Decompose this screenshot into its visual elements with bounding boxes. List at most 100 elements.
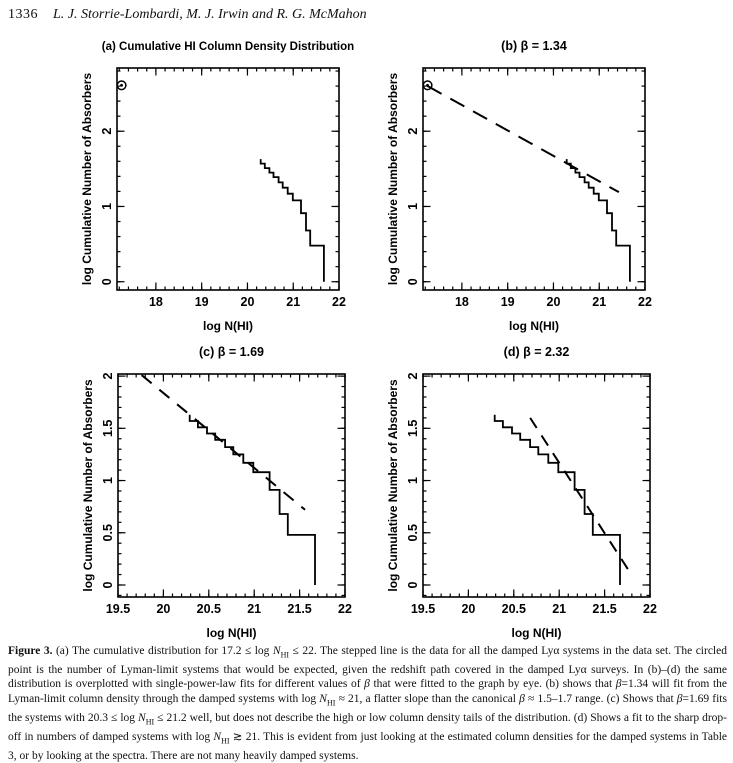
y-tick-label: 0 [100,278,114,285]
y-tick-label: 2 [101,373,115,380]
y-tick-label: 1.5 [101,420,115,437]
y-axis-label: log Cumulative Number of Absorbers [386,379,400,592]
caption-segment: HI [326,698,336,708]
x-tick-label: 21 [247,602,261,616]
x-tick-label: 19.5 [411,602,435,616]
panel-d-chart: 19.5 20 20.5 21 21.5 22 0 0.5 1 1.5 2 (d) β = 2.32 l… [386,345,657,640]
y-tick-label: 2 [406,128,420,135]
caption-segment: ≤ 21.2 well, but does not describe the h… [8,711,727,743]
step-curve [565,159,631,282]
x-tick-label: 22 [638,295,652,309]
plot-box [116,67,340,291]
caption-segment: ≈ 21, a flatter slope than the canonical [335,693,520,706]
panel-b-chart: 18 19 20 21 22 0 1 2 (b) β = 1.34 log N(HI) log Cu… [386,39,652,333]
x-axis-label: log N(HI) [512,626,562,640]
y-axis-label: log Cumulative Number of Absorbers [80,73,94,286]
plot-box [117,373,346,598]
figure-caption: Figure 3. (a) The cumulative distributio… [8,644,727,763]
x-tick-label: 18 [455,295,469,309]
axis-ticks [117,68,340,290]
caption-segment: β [519,693,525,706]
x-axis-label: log N(HI) [509,319,559,333]
y-tick-label: 0.5 [101,524,115,541]
caption-segment: (a) The cumulative distribution for 17.2… [52,645,273,657]
x-tick-label: 21 [286,295,300,309]
caption-segment: N [138,711,146,724]
y-tick-label: 1 [406,203,420,210]
power-law-fit-line [529,417,631,573]
x-tick-label: 18 [149,295,163,309]
panel-a-chart: 18 19 20 21 22 0 1 2 (a) Cumulative HI Column De… [80,41,354,333]
caption-segment: =1.34 will fit from the Lyman-limit colu… [8,678,728,706]
caption-segment: that were fitted to the graph by eye. (b… [369,678,616,691]
tick-labels: 18 19 20 21 22 0 1 2 [406,128,652,309]
y-tick-label: 0 [406,581,420,588]
x-tick-label: 21.5 [287,602,311,616]
y-tick-label: 0.5 [406,524,420,541]
step-curve [259,159,325,282]
panel-title: (d) β = 2.32 [504,345,570,359]
caption-segment: HI [145,717,155,727]
y-tick-label: 0 [406,278,420,285]
running-title: L. J. Storrie-Lombardi, M. J. Irwin and … [53,7,367,22]
y-tick-label: 2 [406,373,420,380]
x-tick-label: 21 [592,295,606,309]
tick-labels: 19.5 20 20.5 21 21.5 22 0 0.5 1 1.5 2 [101,373,352,616]
caption-segment: N [319,693,327,706]
y-axis-label: log Cumulative Number of Absorbers [386,73,400,286]
power-law-fit-line [427,85,620,194]
caption-segment: HI [280,650,290,660]
lyman-limit-point-dot [426,83,429,87]
page-number: 1336 [8,7,38,22]
x-axis-label: log N(HI) [207,626,257,640]
step-curve [188,414,316,585]
panel-title: (a) Cumulative HI Column Density Distrib… [102,41,354,53]
caption-segment: HI [221,736,230,746]
caption-segment: ≤ 22. The stepped line is the data for a… [8,645,727,691]
y-tick-label: 1.5 [406,420,420,437]
y-axis-label: log Cumulative Number of Absorbers [81,379,95,592]
caption-segment: β [615,678,622,691]
caption-segment: =1.69 fits the systems with 20.3 ≤ log [8,693,727,724]
plot-box [422,67,646,291]
x-tick-label: 20 [547,295,561,309]
step-curve [493,414,621,585]
x-tick-label: 21.5 [592,602,616,616]
tick-labels: 18 19 20 21 22 0 1 2 [100,128,346,309]
x-tick-label: 22 [332,295,346,309]
x-tick-label: 21 [552,602,566,616]
y-tick-label: 2 [100,128,114,135]
tick-labels: 19.5 20 20.5 21 21.5 22 0 0.5 1 1.5 2 [406,373,657,616]
x-tick-label: 20 [461,602,475,616]
caption-segment: N [213,730,222,743]
caption-segment: N [272,645,281,657]
y-tick-label: 1 [100,203,114,210]
x-tick-label: 20.5 [502,602,526,616]
panel-title: (c) β = 1.69 [199,345,264,359]
caption-segment: Figure 3. [8,645,53,657]
page-header: 1336 L. J. Storrie-Lombardi, M. J. Irwin … [8,7,367,23]
y-tick-label: 1 [101,477,115,484]
x-tick-label: 20 [156,602,170,616]
caption-segment: ≈ 1.5–1.7 range. (c) Shows that [524,693,677,706]
plot-box [422,373,651,598]
x-tick-label: 20 [241,295,255,309]
x-tick-label: 22 [643,602,657,616]
lyman-limit-point [116,80,127,91]
lyman-limit-point-dot [120,83,123,87]
caption-segment: β [364,678,370,691]
x-tick-label: 20.5 [197,602,221,616]
y-tick-label: 1 [406,477,420,484]
x-tick-label: 22 [338,602,352,616]
panel-title: (b) β = 1.34 [501,39,567,53]
x-tick-label: 19 [195,295,209,309]
x-axis-label: log N(HI) [203,319,253,333]
axis-ticks [422,374,651,597]
caption-segment: β [676,693,683,706]
power-law-fit-line [140,374,306,511]
y-tick-label: 0 [101,581,115,588]
x-tick-label: 19.5 [106,602,130,616]
axis-ticks [117,374,346,597]
lyman-limit-point [422,80,433,91]
